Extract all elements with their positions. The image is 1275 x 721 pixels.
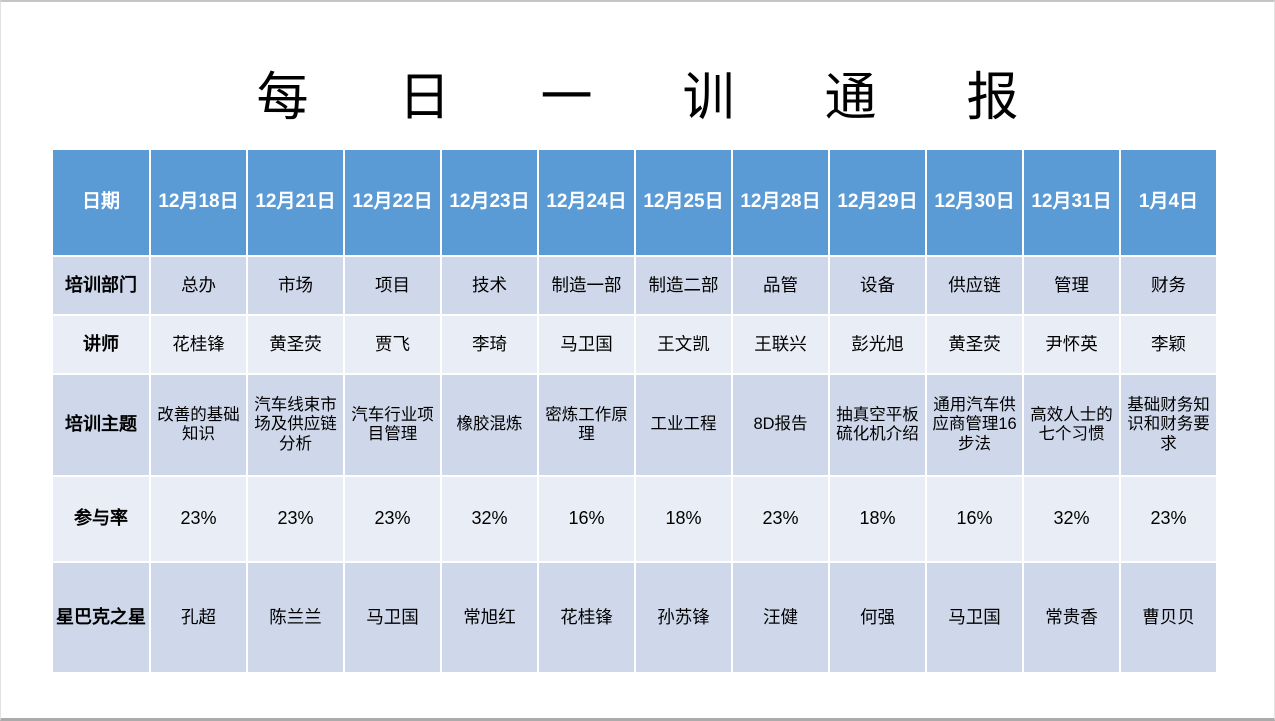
cell-participation-8: 16% [927, 477, 1022, 561]
header-label-cell: 日期 [53, 150, 149, 255]
cell-participation-4: 16% [539, 477, 634, 561]
cell-star-0: 孔超 [151, 563, 246, 672]
cell-star-6: 汪健 [733, 563, 828, 672]
cell-participation-5: 18% [636, 477, 731, 561]
cell-lecturer-5: 王文凯 [636, 316, 731, 373]
cell-star-9: 常贵香 [1024, 563, 1119, 672]
header-date-cell-3: 12月23日 [442, 150, 537, 255]
page-title: 每日一训通报 [256, 69, 1109, 127]
cell-lecturer-2: 贾飞 [345, 316, 440, 373]
cell-topic-2: 汽车行业项目管理 [345, 375, 440, 475]
cell-topic-7: 抽真空平板硫化机介绍 [830, 375, 925, 475]
cell-participation-10: 23% [1121, 477, 1216, 561]
cell-lecturer-0: 花桂锋 [151, 316, 246, 373]
cell-topic-8: 通用汽车供应商管理16步法 [927, 375, 1022, 475]
cell-topic-10: 基础财务知识和财务要求 [1121, 375, 1216, 475]
cell-lecturer-4: 马卫国 [539, 316, 634, 373]
cell-participation-9: 32% [1024, 477, 1119, 561]
cell-star-3: 常旭红 [442, 563, 537, 672]
cell-lecturer-6: 王联兴 [733, 316, 828, 373]
row-label-participation: 参与率 [53, 477, 149, 561]
cell-star-1: 陈兰兰 [248, 563, 343, 672]
cell-star-2: 马卫国 [345, 563, 440, 672]
cell-department-4: 制造一部 [539, 257, 634, 314]
cell-lecturer-8: 黄圣荧 [927, 316, 1022, 373]
cell-topic-5: 工业工程 [636, 375, 731, 475]
header-date-cell-6: 12月28日 [733, 150, 828, 255]
header-date-cell-1: 12月21日 [248, 150, 343, 255]
cell-star-10: 曹贝贝 [1121, 563, 1216, 672]
cell-star-4: 花桂锋 [539, 563, 634, 672]
header-date-cell-10: 1月4日 [1121, 150, 1216, 255]
cell-lecturer-10: 李颖 [1121, 316, 1216, 373]
header-date-cell-5: 12月25日 [636, 150, 731, 255]
cell-department-1: 市场 [248, 257, 343, 314]
cell-participation-6: 23% [733, 477, 828, 561]
header-date-cell-0: 12月18日 [151, 150, 246, 255]
cell-topic-0: 改善的基础知识 [151, 375, 246, 475]
cell-lecturer-3: 李琦 [442, 316, 537, 373]
cell-participation-1: 23% [248, 477, 343, 561]
cell-participation-3: 32% [442, 477, 537, 561]
cell-department-6: 品管 [733, 257, 828, 314]
cell-department-9: 管理 [1024, 257, 1119, 314]
header-date-cell-2: 12月22日 [345, 150, 440, 255]
row-label-department: 培训部门 [53, 257, 149, 314]
cell-star-8: 马卫国 [927, 563, 1022, 672]
cell-department-10: 财务 [1121, 257, 1216, 314]
cell-lecturer-7: 彭光旭 [830, 316, 925, 373]
header-date-cell-7: 12月29日 [830, 150, 925, 255]
cell-department-3: 技术 [442, 257, 537, 314]
cell-department-5: 制造二部 [636, 257, 731, 314]
cell-department-0: 总办 [151, 257, 246, 314]
header-date-cell-8: 12月30日 [927, 150, 1022, 255]
header-date-cell-4: 12月24日 [539, 150, 634, 255]
cell-department-7: 设备 [830, 257, 925, 314]
cell-topic-3: 橡胶混炼 [442, 375, 537, 475]
training-table: 日期 12月18日 12月21日 12月22日 12月23日 12月24日 12月25日 12… [53, 150, 1216, 672]
cell-star-7: 何强 [830, 563, 925, 672]
cell-topic-1: 汽车线束市场及供应链分析 [248, 375, 343, 475]
cell-participation-2: 23% [345, 477, 440, 561]
header-date-cell-9: 12月31日 [1024, 150, 1119, 255]
cell-department-8: 供应链 [927, 257, 1022, 314]
row-label-star: 星巴克之星 [53, 563, 149, 672]
cell-participation-0: 23% [151, 477, 246, 561]
cell-topic-4: 密炼工作原理 [539, 375, 634, 475]
cell-participation-7: 18% [830, 477, 925, 561]
cell-lecturer-9: 尹怀英 [1024, 316, 1119, 373]
row-label-lecturer: 讲师 [53, 316, 149, 373]
cell-department-2: 项目 [345, 257, 440, 314]
cell-star-5: 孙苏锋 [636, 563, 731, 672]
cell-topic-6: 8D报告 [733, 375, 828, 475]
row-label-topic: 培训主题 [53, 375, 149, 475]
cell-lecturer-1: 黄圣荧 [248, 316, 343, 373]
cell-topic-9: 高效人士的七个习惯 [1024, 375, 1119, 475]
